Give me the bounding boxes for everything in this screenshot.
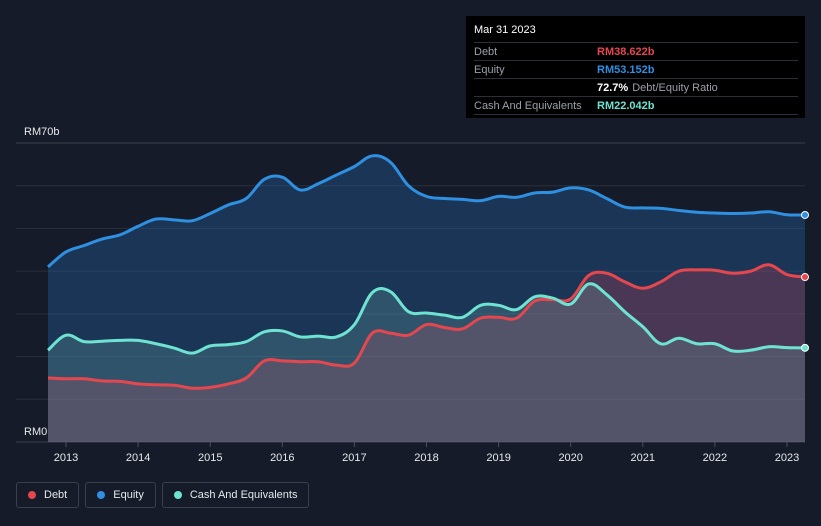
tooltip-debt-label: Debt xyxy=(474,45,498,58)
end-marker-debt xyxy=(801,273,809,282)
legend-dot-equity xyxy=(97,491,106,499)
tooltip-equity-label: Equity xyxy=(474,63,505,76)
legend-item-cash[interactable]: Cash And Equivalents xyxy=(161,482,310,508)
x-axis-ticks: 2013 2014 2015 2016 2017 2018 2019 2020 2021 2022… xyxy=(54,442,799,464)
series-areas xyxy=(48,155,805,443)
x-tick-label: 2017 xyxy=(342,452,366,464)
tooltip-row-ratio: 72.7% Debt/Equity Ratio xyxy=(474,78,798,96)
end-marker-cash xyxy=(801,343,809,352)
x-tick-label: 2023 xyxy=(775,452,799,464)
x-tick-label: 2021 xyxy=(631,452,655,464)
tooltip-cash-value: RM22.042b xyxy=(597,99,655,112)
x-tick-label: 2014 xyxy=(126,452,150,464)
x-tick-label: 2013 xyxy=(54,452,78,464)
tooltip-panel: Mar 31 2023 Debt RM38.622b Equity RM53.1… xyxy=(466,16,805,118)
line-equity xyxy=(47,154,806,269)
legend-label-debt: Debt xyxy=(44,489,68,501)
tooltip-date: Mar 31 2023 xyxy=(474,24,536,36)
area-cash xyxy=(48,283,805,442)
area-debt xyxy=(48,264,805,442)
x-tick-label: 2020 xyxy=(558,452,582,464)
x-tick-label: 2018 xyxy=(414,452,438,464)
tooltip-equity-value: RM53.152b xyxy=(597,63,655,76)
line-debt xyxy=(47,263,806,390)
tooltip-ratio-value: 72.7% xyxy=(597,81,629,94)
x-tick-label: 2015 xyxy=(198,452,222,464)
tooltip-row-debt: Debt RM38.622b xyxy=(474,42,798,60)
x-tick-label: 2016 xyxy=(270,452,294,464)
legend-dot-debt xyxy=(28,491,36,499)
x-tick-label: 2019 xyxy=(486,452,510,464)
legend-dot-cash xyxy=(173,491,182,499)
tooltip-debt-value: RM38.622b xyxy=(597,45,655,58)
tooltip-ratio-label: Debt/Equity Ratio xyxy=(632,81,718,94)
legend-item-debt[interactable]: Debt xyxy=(16,482,80,508)
legend-item-equity[interactable]: Equity xyxy=(85,482,156,508)
tooltip-row-cash: Cash And Equivalents RM22.042b xyxy=(474,96,798,115)
y-axis-top-label: RM70b xyxy=(24,126,59,138)
tooltip-row-equity: Equity RM53.152b xyxy=(474,60,798,78)
series-lines xyxy=(46,154,806,390)
end-marker-equity xyxy=(801,210,809,219)
line-cash xyxy=(46,282,806,355)
y-axis-bottom-label: RM0 xyxy=(24,426,47,438)
tooltip-cash-label: Cash And Equivalents xyxy=(474,99,582,112)
legend-label-cash: Cash And Equivalents xyxy=(189,489,298,501)
end-markers xyxy=(801,210,809,352)
chart-legend: Debt Equity Cash And Equivalents xyxy=(16,482,310,508)
legend-label-equity: Equity xyxy=(113,489,144,501)
grid-lines xyxy=(16,142,805,443)
x-tick-label: 2022 xyxy=(703,452,727,464)
area-equity xyxy=(48,155,805,443)
